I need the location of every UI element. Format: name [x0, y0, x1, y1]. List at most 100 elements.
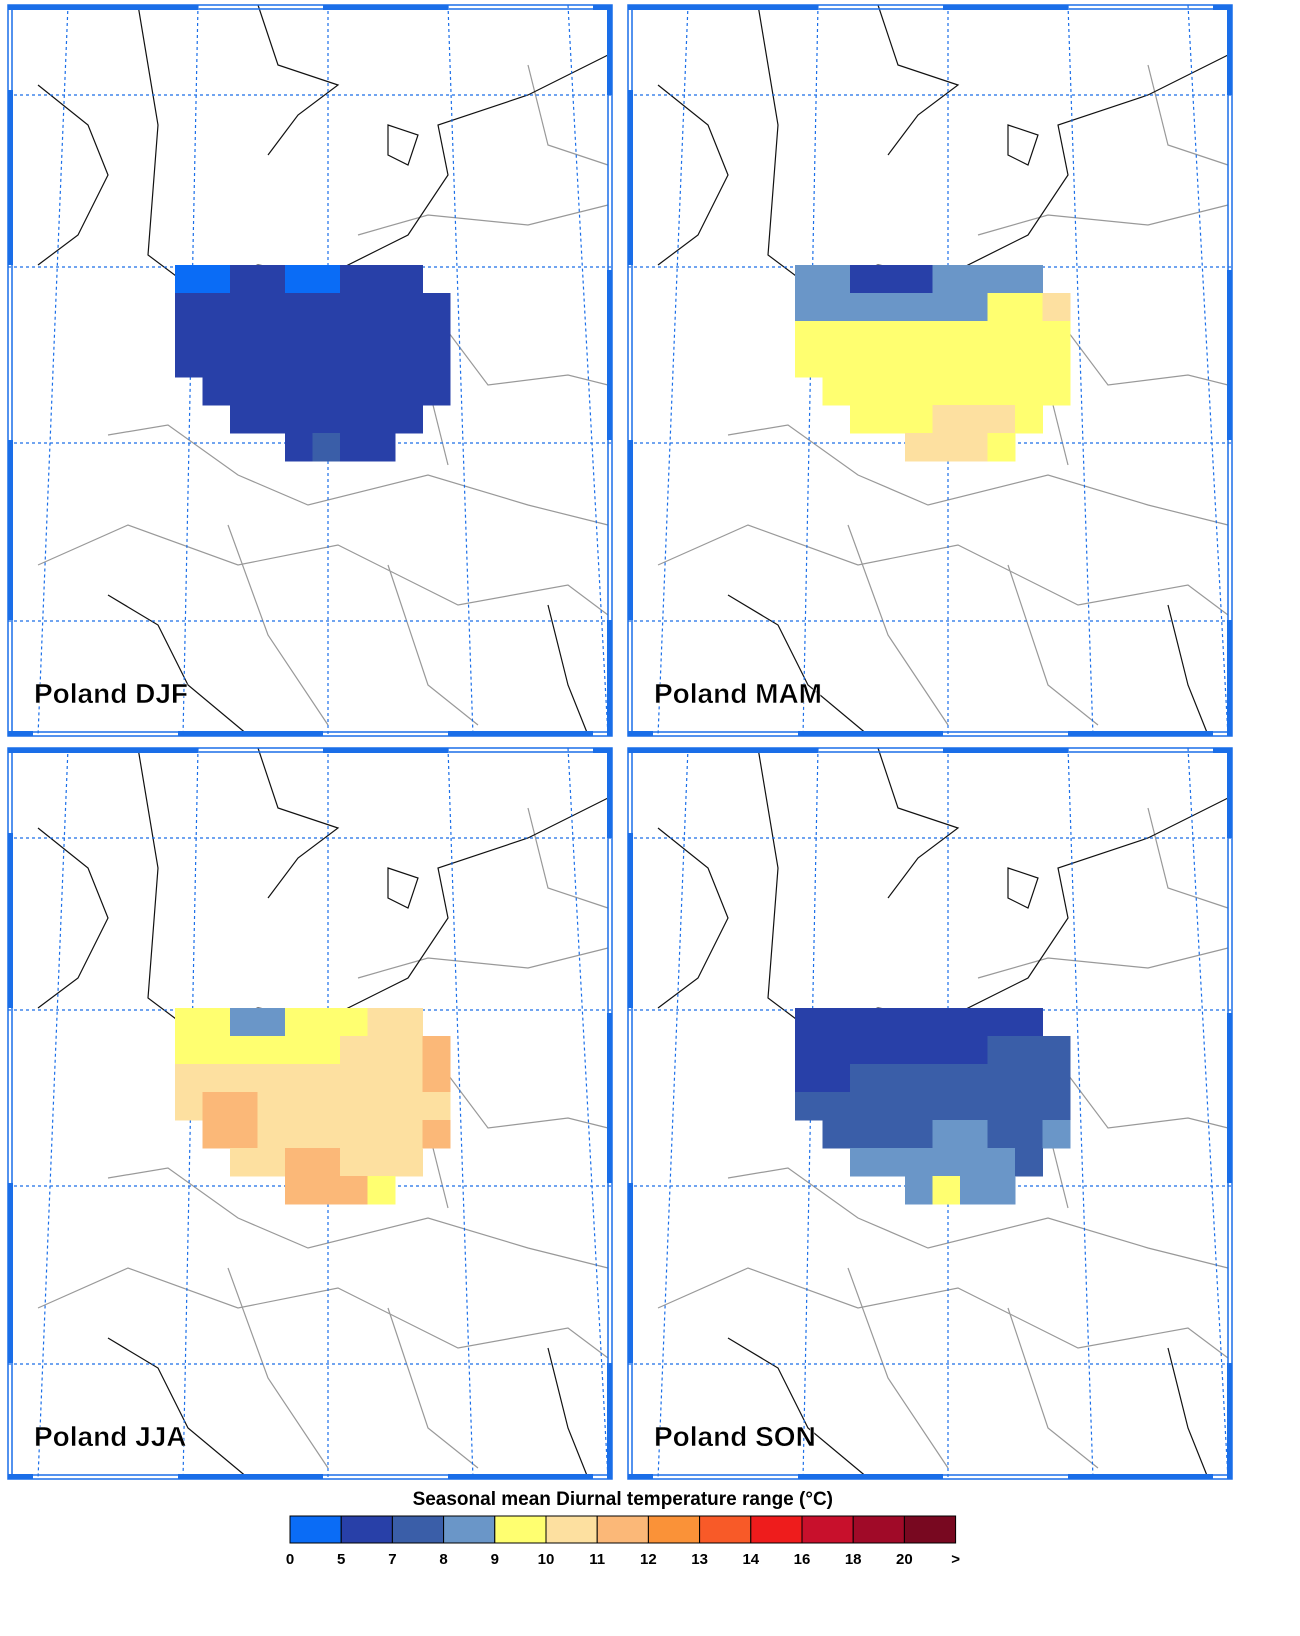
- graticule: [37, 747, 69, 1480]
- frame-tick: [607, 748, 612, 838]
- grid-cell: [340, 321, 368, 350]
- frame-tick: [607, 5, 612, 95]
- grid-cell: [1015, 349, 1043, 378]
- grid-cell: [312, 405, 341, 434]
- colorbar-swatch: [903, 1515, 957, 1544]
- grid-cell: [312, 1176, 341, 1205]
- grid-cell: [422, 377, 451, 406]
- frame-tick: [1227, 1363, 1232, 1479]
- grid-cell: [257, 1008, 286, 1037]
- grid-cell: [202, 1036, 231, 1065]
- grid-cell: [285, 321, 313, 350]
- grid-cell: [422, 349, 451, 378]
- grid-cell: [905, 1092, 933, 1121]
- grid-cell: [960, 265, 988, 294]
- frame-tick: [8, 5, 198, 10]
- grid-cell: [877, 1092, 906, 1121]
- grid-cell: [877, 1036, 906, 1065]
- grid-cell: [905, 293, 933, 322]
- grid-cell: [340, 349, 368, 378]
- grid-cell: [822, 349, 851, 378]
- grid-cell: [395, 1064, 423, 1093]
- colorbar-label: 8: [439, 1551, 447, 1568]
- grid-cell: [987, 1176, 1016, 1205]
- colorbar-swatch: [750, 1515, 803, 1544]
- graticule: [182, 747, 199, 1480]
- grid-cell: [987, 433, 1016, 462]
- colorbar-swatch: [494, 1515, 547, 1544]
- grid-cell: [285, 293, 313, 322]
- frame-tick: [628, 1474, 653, 1479]
- grid-cell: [932, 1120, 961, 1149]
- grid-cell: [340, 1064, 368, 1093]
- colorbar-label: 11: [589, 1551, 605, 1568]
- grid-cell: [877, 377, 906, 406]
- frame-tick: [1068, 731, 1213, 736]
- grid-cell: [850, 1008, 878, 1037]
- grid-cell: [395, 1008, 423, 1037]
- frame-tick: [593, 748, 612, 753]
- colorbar-label: 0: [286, 1551, 294, 1568]
- grid-cell: [987, 1064, 1016, 1093]
- grid-cell: [905, 321, 933, 350]
- grid-cell: [312, 293, 341, 322]
- grid-cell: [1042, 293, 1071, 322]
- grid-cell: [422, 1036, 451, 1065]
- colorbar-label: 10: [538, 1551, 555, 1568]
- grid-cell: [960, 1036, 988, 1065]
- frame-tick: [607, 270, 612, 440]
- frame-tick: [943, 5, 1068, 10]
- grid-cell: [987, 1148, 1016, 1177]
- grid-cell: [285, 1064, 313, 1093]
- frame-tick: [323, 748, 448, 753]
- grid-cell: [312, 1148, 341, 1177]
- grid-cell: [340, 433, 368, 462]
- grid-cell: [905, 1120, 933, 1149]
- grid-cell: [312, 1008, 341, 1037]
- grid-cell: [422, 321, 451, 350]
- grid-cell: [795, 321, 823, 350]
- country-border: [657, 64, 1229, 726]
- grid-cell: [175, 293, 203, 322]
- frame-tick: [607, 1013, 612, 1183]
- frame-tick: [323, 5, 448, 10]
- grid-cell: [987, 1120, 1016, 1149]
- grid-cell: [367, 349, 396, 378]
- grid-cell: [932, 377, 961, 406]
- grid-cell: [367, 405, 396, 434]
- frame-tick: [1227, 5, 1232, 95]
- grid-cell: [395, 349, 423, 378]
- colorbar-label: 5: [337, 1551, 345, 1568]
- grid-cell: [257, 1148, 286, 1177]
- grid-cell: [960, 433, 988, 462]
- grid-cell: [285, 1148, 313, 1177]
- colorbar-label: >: [951, 1551, 960, 1568]
- grid-cell: [202, 1120, 231, 1149]
- grid-cell: [230, 349, 258, 378]
- grid-cell: [850, 293, 878, 322]
- frame-tick: [943, 748, 1068, 753]
- frame-tick: [448, 731, 593, 736]
- grid-cell: [932, 1148, 961, 1177]
- grid-cell: [932, 1092, 961, 1121]
- grid-cell: [987, 377, 1016, 406]
- map-panel: Poland SON: [627, 747, 1233, 1480]
- grid-cell: [877, 321, 906, 350]
- grid-cell: [987, 1092, 1016, 1121]
- grid-cell: [367, 265, 396, 294]
- grid-cell: [1042, 321, 1071, 350]
- frame-tick: [8, 1474, 33, 1479]
- grid-cell: [960, 349, 988, 378]
- frame-tick: [8, 833, 13, 1008]
- colorbar-swatch: [852, 1515, 905, 1544]
- grid-cell: [367, 1092, 396, 1121]
- grid-cell: [1015, 1092, 1043, 1121]
- grid-cell: [1042, 377, 1071, 406]
- grid-cell: [932, 1176, 961, 1205]
- grid-cell: [877, 293, 906, 322]
- grid-cell: [202, 1092, 231, 1121]
- grid-cell: [822, 1092, 851, 1121]
- grid-cell: [822, 321, 851, 350]
- grid-cell: [422, 1064, 451, 1093]
- grid-cell: [367, 433, 396, 462]
